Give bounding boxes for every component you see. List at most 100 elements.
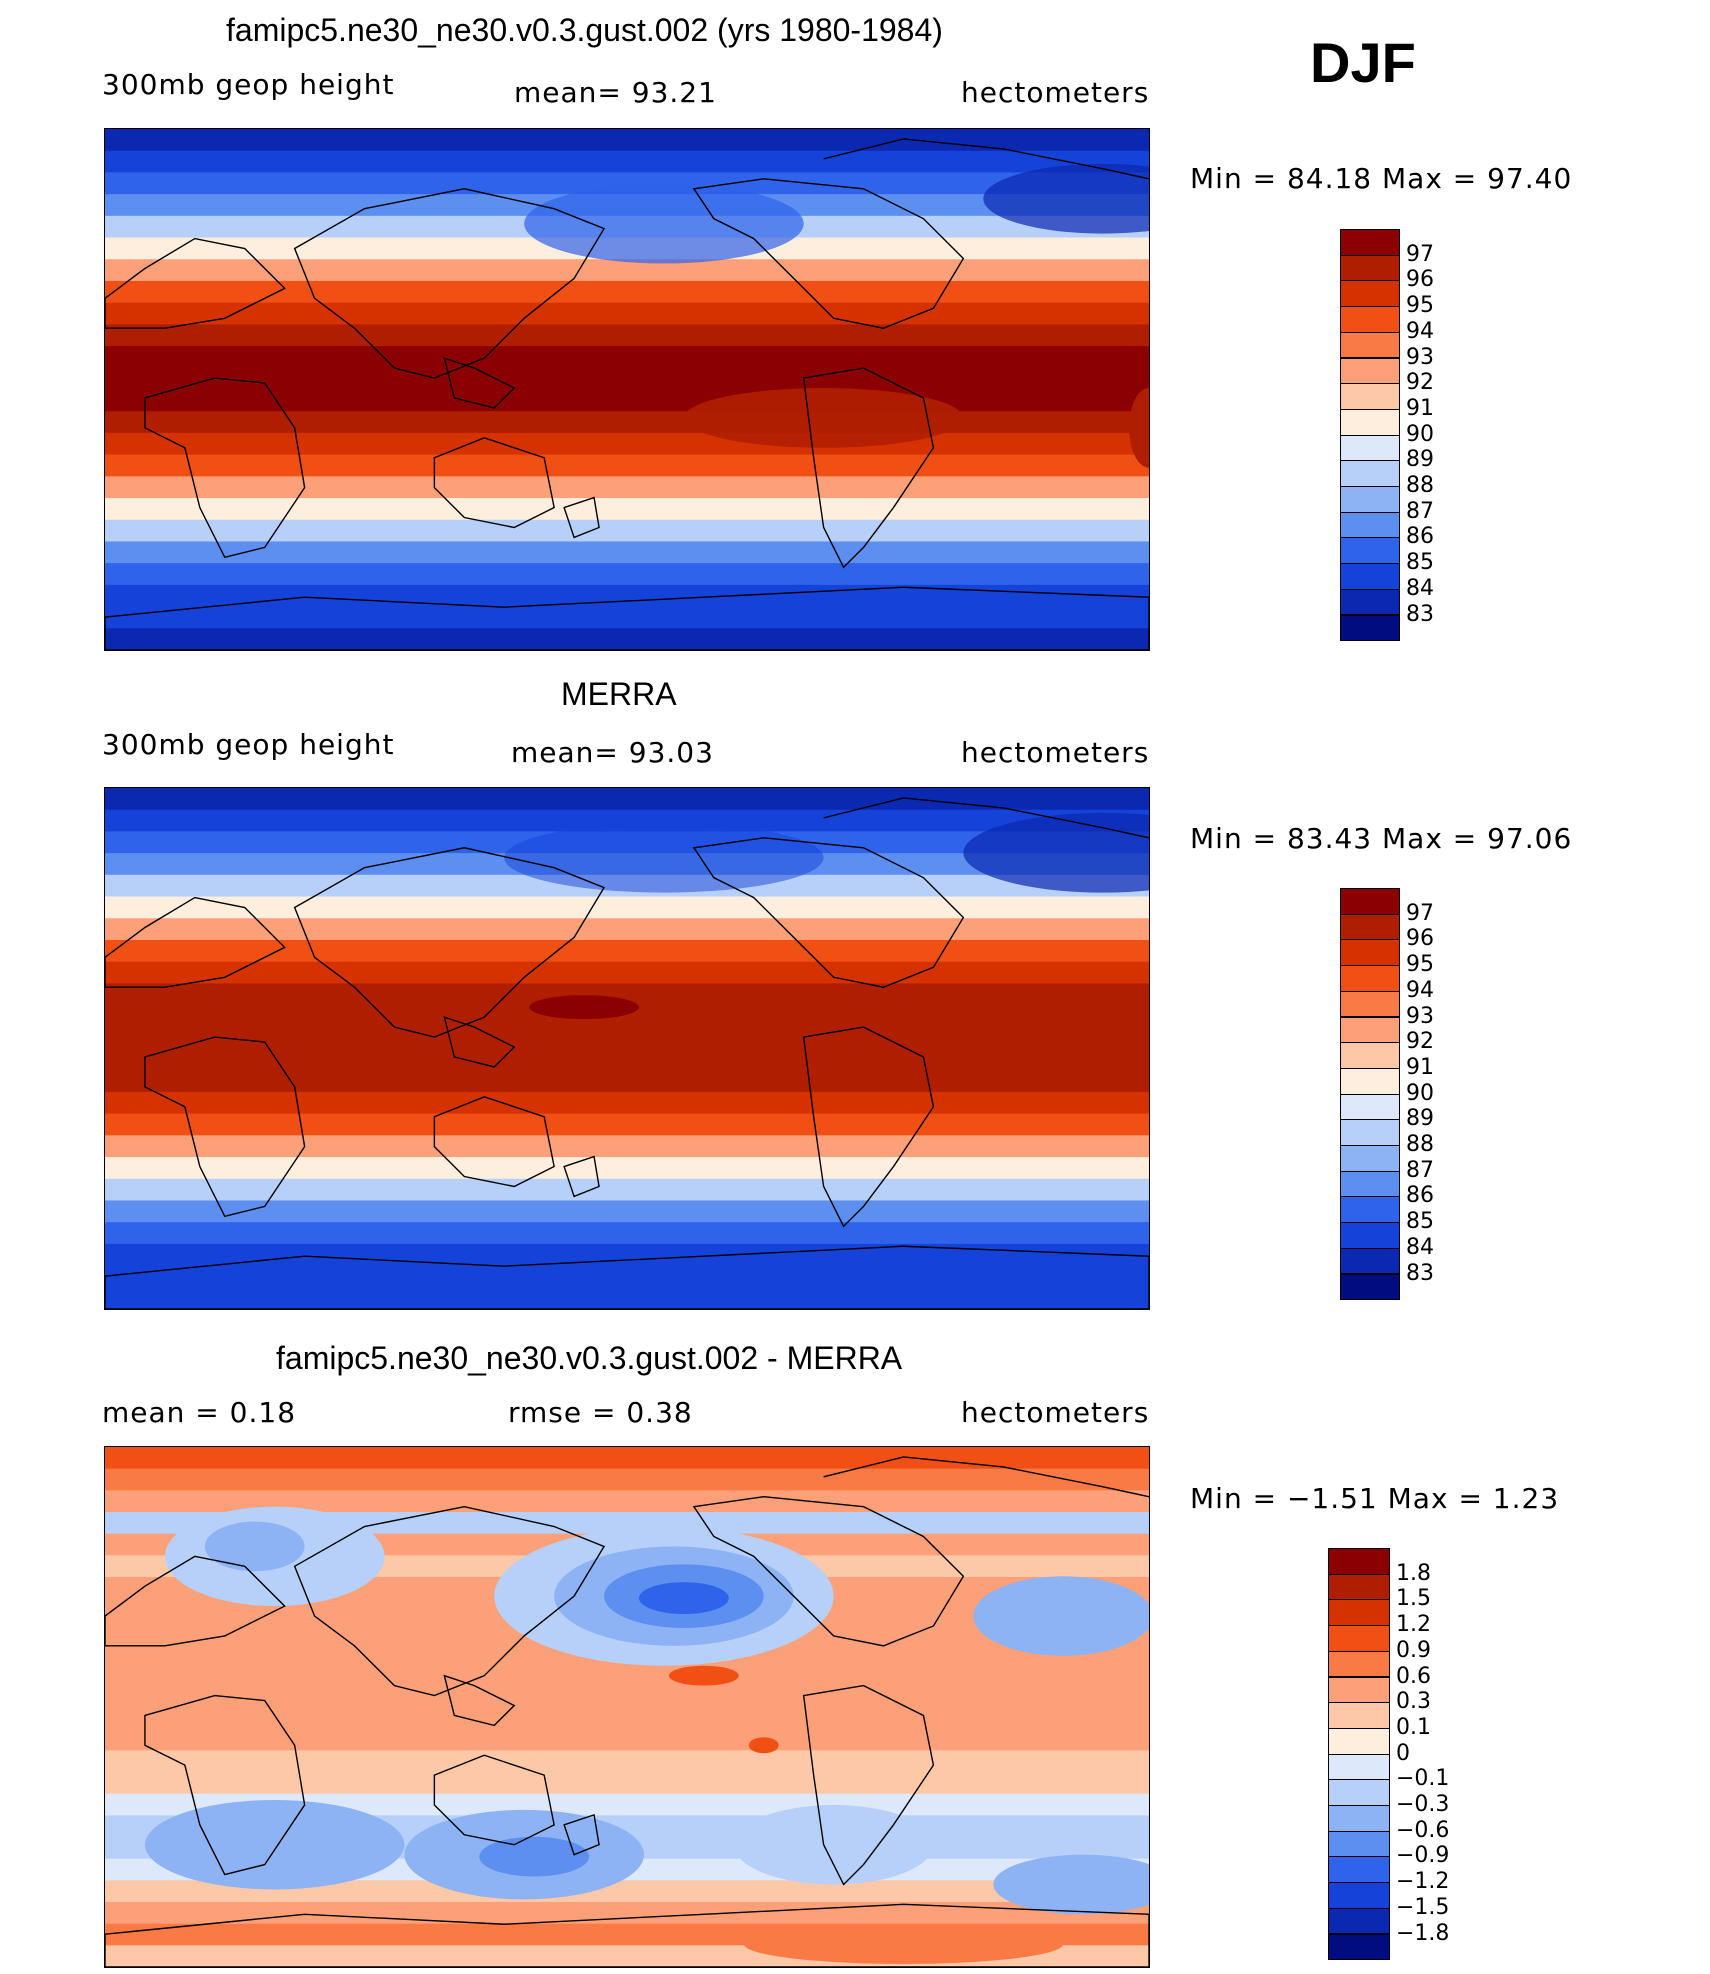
colorbar-swatch (1340, 965, 1400, 992)
colorbar-swatch (1328, 1933, 1390, 1961)
field-band (105, 346, 1149, 369)
colorbar-tick-label: 95 (1406, 952, 1434, 978)
colorbar-swatch (1328, 1779, 1390, 1806)
coastline (433, 1096, 555, 1188)
colorbar-tick-label: 88 (1406, 1132, 1434, 1157)
colorbar-tick-label: 88 (1406, 473, 1434, 498)
colorbar-swatch (1340, 1222, 1400, 1249)
colorbar-swatch (1340, 229, 1400, 256)
field-band (105, 939, 1149, 963)
colorbar-swatch (1340, 1042, 1400, 1069)
field-band (105, 432, 1149, 456)
colorbar-tick-label: 0.1 (1396, 1714, 1431, 1740)
colorbar-tick-label: 87 (1406, 498, 1434, 524)
panel-obs-variable-label: 300mb geop height (102, 728, 395, 761)
field-band (105, 1135, 1149, 1158)
colorbar-tick-label: 0.6 (1396, 1663, 1431, 1689)
field-band (105, 1728, 1149, 1752)
colorbar-tick-label: −0.9 (1396, 1843, 1450, 1869)
colorbar-swatch (1340, 1247, 1400, 1275)
colorbar-swatch (1340, 1145, 1400, 1172)
field-band (105, 367, 1149, 391)
field-band (105, 896, 1149, 920)
coastline (692, 837, 965, 988)
field-band (105, 280, 1149, 304)
field-band (105, 411, 1149, 434)
field-band (105, 1178, 1149, 1202)
coastline (443, 1016, 516, 1068)
colorbar-swatch (1328, 1856, 1390, 1884)
colorbar-swatch (1340, 306, 1400, 333)
colorbar-swatch (1340, 280, 1400, 308)
colorbar-tick-label: −0.3 (1396, 1792, 1450, 1817)
field-band (105, 1048, 1149, 1072)
colorbar-swatch (1340, 1067, 1400, 1095)
coastline (144, 1694, 306, 1876)
coastline (105, 1555, 286, 1647)
colorbar-tick-label: 1.5 (1396, 1586, 1431, 1612)
colorbar-swatch (1328, 1548, 1390, 1575)
coastline (563, 1155, 600, 1198)
colorbar-tick-label: 0 (1396, 1740, 1410, 1766)
field-band (105, 1026, 1149, 1050)
colorbar-tick-label: 96 (1406, 926, 1434, 952)
colorbar-tick-label: 89 (1406, 1106, 1434, 1132)
colorbar-swatch (1340, 331, 1400, 359)
colorbar-tick-label: 85 (1406, 550, 1434, 576)
coastline (823, 797, 1149, 839)
colorbar-swatch (1340, 563, 1400, 590)
field-band (105, 606, 1149, 630)
colorbar-tick-label: −1.8 (1396, 1920, 1450, 1946)
field-band (105, 983, 1149, 1006)
field-band (105, 1005, 1149, 1028)
panel-diff-map (104, 1446, 1150, 1968)
colorbar-swatch (1340, 1170, 1400, 1198)
panel-diff-units-label: hectometers (961, 1396, 1150, 1429)
colorbar-swatch (1340, 990, 1400, 1018)
colorbar-tick-label: −0.1 (1396, 1766, 1450, 1792)
field-band (105, 259, 1149, 282)
colorbar-swatch (1328, 1625, 1390, 1652)
coastline (692, 178, 965, 329)
field-band (105, 541, 1149, 564)
panel-diff-coastlines (105, 1456, 1149, 1967)
colorbar-swatch (1328, 1805, 1390, 1832)
colorbar-swatch (1340, 254, 1400, 282)
colorbar-tick-label: 0.3 (1396, 1689, 1431, 1715)
field-band (105, 1750, 1149, 1773)
colorbar-swatch (1328, 1676, 1390, 1704)
field-band (105, 1663, 1149, 1687)
coastline (563, 1813, 600, 1856)
colorbar-tick-label: 94 (1406, 318, 1434, 344)
coastline (144, 1036, 306, 1218)
colorbar-swatch (1340, 486, 1400, 513)
colorbar-swatch (1340, 888, 1400, 915)
season-label: DJF (1310, 31, 1416, 94)
coastline (144, 377, 306, 559)
panel-obs-field (105, 788, 1149, 1309)
colorbar-tick-label: 92 (1406, 370, 1434, 396)
field-band (105, 1091, 1149, 1115)
colorbar-tick-label: 87 (1406, 1157, 1434, 1183)
colorbar-tick-label: 93 (1406, 1003, 1434, 1029)
colorbar-tick-label: 90 (1406, 1080, 1434, 1106)
colorbar-tick-label: −1.5 (1396, 1894, 1450, 1920)
field-band (105, 584, 1149, 608)
coastline (433, 437, 555, 529)
panel-obs-units-label: hectometers (961, 736, 1150, 769)
panel-obs-map (104, 787, 1150, 1310)
colorbar-swatch (1328, 1599, 1390, 1627)
colorbar-swatch (1340, 588, 1400, 616)
field-band (105, 324, 1149, 347)
field-band (105, 788, 1149, 811)
coastline (823, 1456, 1149, 1498)
panel-model-coastlines (105, 138, 1149, 650)
colorbar-swatch (1328, 1753, 1390, 1781)
colorbar-tick-label: 83 (1406, 601, 1434, 627)
field-band (105, 1880, 1149, 1903)
coastline (105, 237, 286, 329)
coastline (105, 896, 286, 988)
panel-model-title: famipc5.ne30_ne30.v0.3.gust.002 (yrs 198… (226, 12, 943, 48)
colorbar-swatch (1328, 1907, 1390, 1935)
colorbar-swatch (1328, 1830, 1390, 1858)
